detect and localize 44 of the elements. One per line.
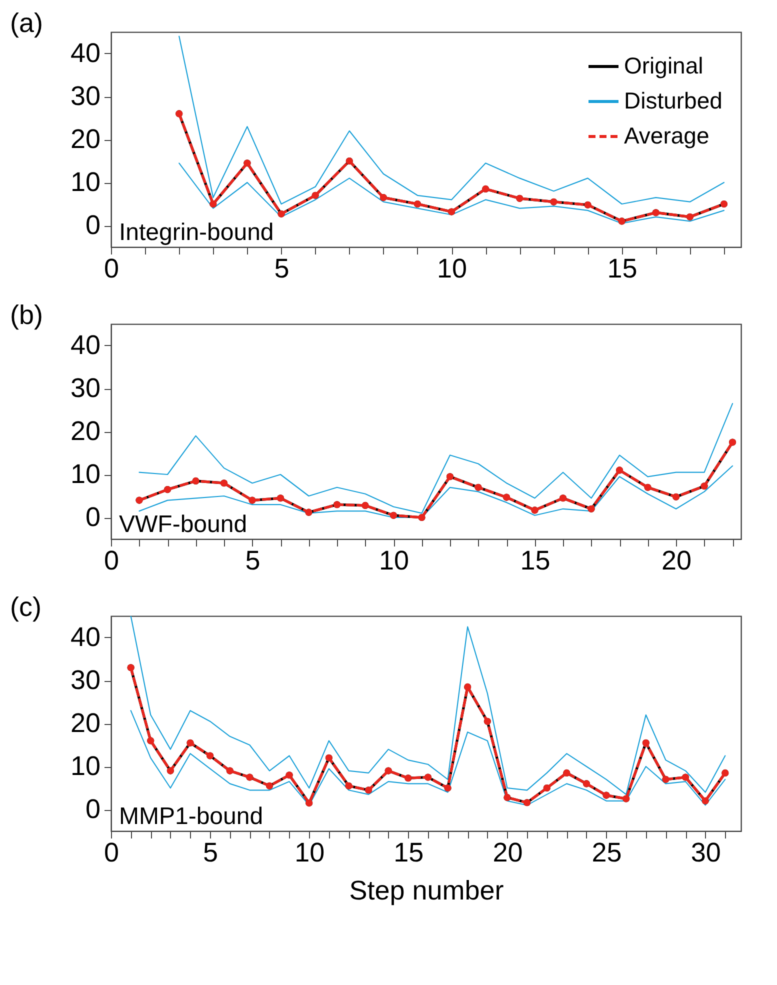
x-tick-label: 15 — [520, 546, 550, 576]
annotation: MMP1-bound — [119, 803, 264, 830]
chart-title: (c) — [10, 592, 42, 622]
y-tick-label: 0 — [85, 794, 100, 824]
x-axis-title: Step number — [349, 876, 504, 906]
x-tick-label: 25 — [592, 838, 622, 868]
x-tick-label: 0 — [104, 838, 120, 868]
x-tick-label: 15 — [607, 254, 638, 284]
x-tick-label: 10 — [294, 838, 325, 868]
y-tick-label: 20 — [70, 124, 100, 154]
x-tick-label: 0 — [104, 254, 120, 284]
chart-title: (b) — [10, 300, 43, 330]
x-tick-label: 5 — [203, 838, 218, 868]
y-tick-label: 20 — [70, 708, 100, 738]
chart-title: (a) — [10, 8, 43, 38]
y-tick-label: 40 — [70, 330, 100, 360]
y-tick-label: 0 — [85, 210, 100, 240]
x-tick-label: 10 — [437, 254, 468, 284]
y-tick-label: 40 — [70, 38, 100, 68]
line-series — [130, 710, 726, 806]
annotation: Integrin-bound — [119, 219, 274, 246]
y-tick-label: 0 — [85, 502, 100, 532]
y-tick-label: 20 — [70, 416, 100, 446]
x-tick-label: 5 — [274, 254, 290, 284]
legend-label: Average — [624, 122, 710, 148]
x-tick-label: 15 — [394, 838, 424, 868]
legend-label: Original — [624, 52, 704, 78]
y-tick-label: 10 — [70, 167, 100, 197]
x-tick-label: 20 — [492, 838, 523, 868]
y-tick-label: 30 — [70, 81, 100, 111]
y-tick-label: 10 — [70, 751, 100, 781]
x-tick-label: 20 — [662, 546, 692, 576]
line-series — [178, 36, 725, 205]
y-tick-label: 30 — [70, 373, 100, 403]
x-tick-label: 0 — [104, 546, 120, 576]
x-tick-label: 5 — [245, 546, 260, 576]
x-tick-label: 30 — [690, 838, 721, 868]
x-tick-label: 10 — [378, 546, 410, 576]
legend-label: Disturbed — [624, 88, 722, 114]
line-series — [178, 162, 725, 224]
annotation: VWF-bound — [119, 511, 248, 538]
y-tick-label: 30 — [70, 665, 100, 695]
y-tick-label: 10 — [70, 459, 100, 489]
y-tick-label: 40 — [70, 622, 100, 652]
